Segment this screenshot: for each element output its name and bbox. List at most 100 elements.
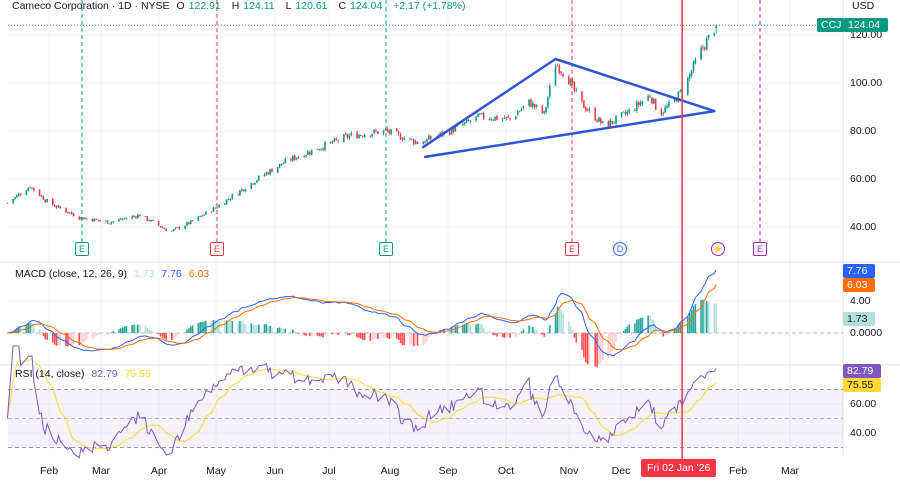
candle-body — [403, 137, 406, 140]
rsi-title: RSI (14, close) — [15, 368, 85, 380]
macd-histogram-bar — [320, 333, 322, 337]
macd-histogram-bar — [133, 324, 135, 333]
macd-histogram-bar — [666, 333, 668, 335]
macd-histogram-bar — [363, 333, 366, 341]
candle-body — [152, 219, 154, 221]
macd-histogram-bar — [649, 315, 651, 333]
macd-histogram-bar — [639, 318, 642, 333]
macd-histogram-bar — [186, 329, 188, 333]
dividend-marker-icon[interactable]: D — [613, 242, 627, 256]
macd-histogram-bar — [265, 324, 268, 333]
candle-body — [571, 79, 574, 83]
candle-body — [653, 98, 655, 104]
macd-histogram-bar — [573, 333, 576, 338]
macd-histogram-bar — [596, 333, 598, 368]
candle-body — [428, 135, 430, 140]
macd-histogram-bar — [78, 333, 81, 346]
candle-body — [267, 172, 270, 175]
candle-body — [189, 220, 192, 224]
candle-body — [329, 141, 332, 144]
macd-histogram-bar — [635, 319, 638, 333]
macd-histogram-bar — [67, 333, 69, 347]
macd-value: 7.76 — [161, 268, 182, 280]
macd-histogram-bar — [598, 333, 600, 365]
candle-body — [533, 104, 536, 108]
upcoming-earnings-marker-icon[interactable]: E — [753, 242, 767, 256]
macd-histogram-bar — [159, 333, 162, 337]
macd-histogram-bar — [165, 333, 167, 340]
candle-body — [515, 116, 517, 120]
candle-body — [694, 59, 697, 64]
month-label: May — [206, 465, 226, 477]
candle-body — [412, 139, 415, 144]
macd-histogram-bar — [356, 333, 358, 338]
candle-body — [373, 129, 375, 134]
candle-body — [67, 211, 69, 214]
candle-body — [492, 119, 494, 121]
macd-histogram-bar — [157, 333, 160, 335]
candle-body — [188, 222, 190, 224]
macd-histogram-bar — [184, 332, 186, 333]
candle-body — [310, 149, 313, 155]
macd-histogram-bar — [316, 333, 319, 336]
candle-body — [244, 189, 247, 192]
macd-histogram-bar — [189, 326, 192, 333]
candle-body — [541, 105, 544, 114]
candle-body — [377, 131, 379, 134]
macd-histogram-bar — [560, 309, 562, 333]
candle-body — [123, 218, 126, 220]
macd-histogram-bar — [106, 333, 109, 334]
macd-histogram-bar — [120, 328, 122, 333]
candle-body — [654, 99, 657, 110]
macd-histogram-bar — [293, 331, 296, 333]
macd-histogram-bar — [225, 320, 228, 333]
macd-histogram-bar — [462, 324, 464, 333]
candle-body — [479, 114, 481, 115]
candle-body — [137, 214, 139, 219]
candle-body — [651, 97, 653, 104]
candle-body — [462, 124, 464, 126]
macd-histogram-bar — [653, 320, 655, 333]
earnings-marker-icon[interactable]: E — [565, 242, 579, 256]
macd-histogram-bar — [322, 333, 324, 338]
macd-histogram-bar — [161, 333, 164, 338]
macd-histogram-bar — [516, 333, 519, 335]
rsi-ma-line — [6, 359, 717, 450]
currency-label: USD — [852, 0, 875, 12]
macd-hist-value: 1.73 — [133, 268, 155, 280]
macd-histogram-bar — [399, 333, 402, 344]
macd-histogram-bar — [428, 333, 430, 338]
candle-body — [575, 90, 578, 91]
candle-body — [271, 169, 273, 173]
candle-body — [567, 76, 570, 85]
earnings-marker-icon[interactable]: E — [210, 242, 224, 256]
macd-histogram-bar — [146, 328, 149, 333]
candle-body — [503, 117, 506, 119]
macd-histogram-bar — [469, 325, 472, 333]
macd-histogram-bar — [545, 333, 547, 337]
candle-body — [212, 207, 215, 212]
candle-body — [309, 152, 311, 155]
candle-body — [505, 116, 508, 119]
macd-histogram-bar — [163, 333, 166, 339]
macd-histogram-bar — [38, 329, 41, 333]
macd-histogram-bar — [346, 333, 349, 335]
earnings-marker-icon[interactable]: E — [379, 242, 393, 256]
macd-histogram-bar — [331, 333, 334, 335]
triangle-trendline — [421, 57, 557, 149]
candle-body — [588, 108, 591, 111]
candle-body — [53, 205, 56, 207]
candle-body — [452, 127, 455, 132]
candle-body — [348, 135, 351, 139]
earnings-marker-icon[interactable]: E — [75, 242, 89, 256]
candle-body — [133, 216, 135, 218]
candle-body — [448, 132, 451, 135]
macd-histogram-bar — [479, 323, 481, 333]
lightning-marker-icon[interactable]: ⚡ — [711, 242, 725, 256]
month-label: Feb — [728, 465, 748, 477]
price-tick: 80.00 — [850, 125, 877, 137]
candle-body — [687, 77, 689, 95]
candle-body — [626, 111, 629, 115]
macd-histogram-bar — [503, 333, 506, 338]
